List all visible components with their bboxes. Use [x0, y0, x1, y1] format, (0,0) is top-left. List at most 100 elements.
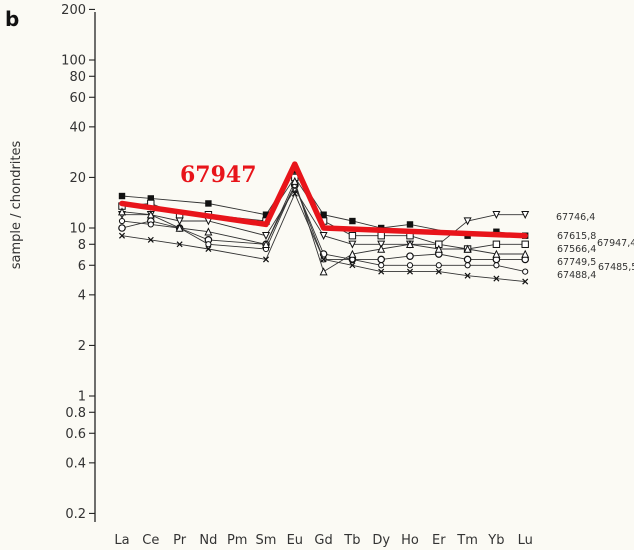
data-point	[205, 200, 212, 207]
x-tick-label: Gd	[314, 533, 332, 548]
data-point	[147, 236, 154, 243]
x-tick-label: Lu	[518, 533, 533, 548]
x-tick-label: Ce	[142, 533, 159, 548]
data-point	[464, 262, 471, 269]
x-tick-label: Tm	[456, 533, 478, 548]
highlight-series-label: 67947	[180, 162, 257, 188]
sample-label: 67947,4	[597, 238, 634, 249]
data-point	[261, 231, 271, 241]
highlight-series-line	[119, 161, 528, 239]
data-point	[492, 210, 501, 220]
data-point	[435, 268, 442, 275]
data-point	[319, 267, 328, 276]
data-point	[378, 268, 385, 275]
data-point	[522, 278, 529, 285]
data-point	[406, 221, 414, 228]
panel-letter: b	[5, 7, 19, 31]
data-point	[146, 210, 155, 219]
data-point	[204, 227, 213, 236]
sample-label: 67615,8	[557, 231, 596, 242]
data-point	[463, 255, 472, 264]
x-tick-label: Sm	[256, 533, 277, 548]
data-point	[147, 195, 154, 202]
data-point	[493, 262, 500, 269]
data-point	[406, 268, 414, 275]
x-tick-label: La	[114, 533, 129, 548]
y-tick-label: 0.2	[65, 507, 86, 522]
series-line	[121, 183, 526, 273]
data-point	[521, 240, 529, 248]
data-point	[262, 211, 270, 218]
x-tick-label: Er	[432, 533, 446, 548]
data-point	[262, 256, 270, 263]
data-point	[319, 231, 328, 241]
data-point	[522, 268, 529, 275]
sample-label: 67485,5	[598, 262, 634, 273]
data-point	[406, 252, 414, 260]
data-point	[349, 217, 356, 225]
data-point	[492, 240, 501, 248]
data-point	[492, 249, 501, 258]
y-tick-label: 0.4	[65, 456, 86, 471]
sample-label: 67566,4	[557, 244, 596, 255]
y-tick-label: 2	[78, 339, 86, 354]
y-tick-label: 8	[78, 238, 86, 253]
data-point	[406, 262, 414, 269]
sample-label: 67746,4	[556, 212, 595, 223]
data-point	[434, 244, 443, 253]
y-tick-label: 100	[61, 54, 86, 69]
sample-label: 67749,5	[557, 257, 596, 268]
data-point	[521, 249, 530, 258]
data-point	[205, 245, 212, 253]
data-point	[118, 224, 126, 232]
data-point	[176, 241, 183, 248]
x-tick-label: Ho	[401, 533, 419, 548]
data-point	[378, 262, 385, 269]
x-axis: La Ce Pr Nd Pm Sm Eu Gd Tb Dy Ho Er Tm Yb Lu	[114, 533, 532, 548]
data-point	[205, 241, 212, 248]
data-point	[405, 239, 415, 248]
data-point	[377, 255, 386, 264]
x-tick-label: Yb	[487, 533, 504, 548]
series-6	[118, 190, 529, 285]
data-point	[493, 275, 500, 282]
x-tick-label: Eu	[287, 533, 303, 548]
data-point	[261, 239, 271, 248]
data-point	[377, 244, 386, 253]
y-tick-label: 20	[69, 171, 86, 186]
data-point	[349, 262, 356, 269]
data-point	[320, 211, 327, 218]
y-tick-label: 0.6	[65, 427, 86, 442]
y-tick-label: 60	[69, 91, 86, 106]
data-point	[521, 210, 530, 220]
data-point	[348, 231, 357, 240]
y-tick-label: 200	[61, 3, 86, 18]
data-point	[463, 217, 472, 226]
data-point	[377, 231, 385, 240]
data-point	[291, 190, 298, 197]
y-tick-label: 80	[69, 70, 86, 85]
x-tick-label: Dy	[372, 533, 390, 548]
y-tick-label: 4	[78, 288, 86, 303]
data-point	[377, 240, 386, 249]
data-point	[118, 192, 126, 200]
data-point	[435, 262, 442, 269]
x-tick-label: Tb	[343, 533, 360, 548]
y-tick-label: 0.8	[65, 406, 86, 421]
x-tick-label: Pm	[227, 533, 248, 548]
data-point	[464, 272, 471, 279]
data-point	[320, 256, 327, 263]
y-tick-label: 10	[69, 222, 86, 237]
data-point	[290, 176, 299, 185]
y-tick-label: 40	[69, 120, 86, 135]
y-tick-label: 1	[78, 390, 86, 405]
series-line	[121, 184, 526, 260]
series-line	[122, 188, 526, 245]
data-point	[493, 228, 500, 235]
data-point	[117, 207, 127, 216]
data-point	[348, 249, 357, 258]
sample-label: 67488,4	[557, 270, 596, 281]
series-line	[121, 192, 526, 283]
